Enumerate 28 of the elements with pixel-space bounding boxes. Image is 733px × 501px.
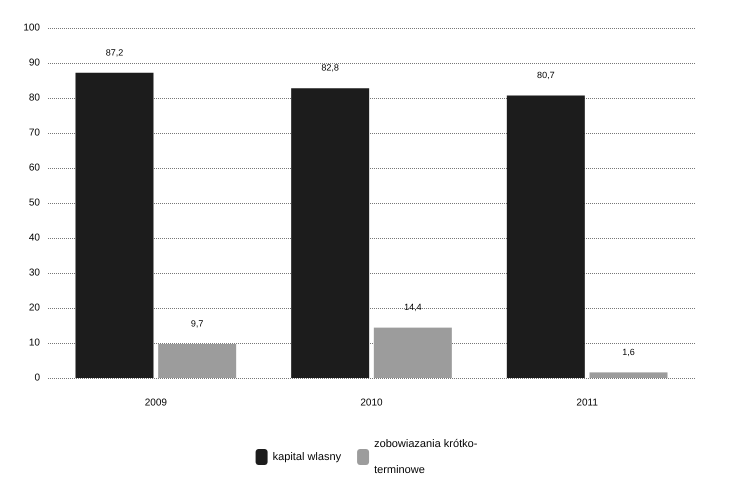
- y-tick-label: 70: [28, 128, 40, 138]
- data-label: 80,7: [537, 70, 555, 80]
- data-label: 87,2: [106, 47, 124, 58]
- bar: [291, 88, 370, 378]
- y-tick-label: 0: [34, 372, 40, 384]
- bar: [75, 72, 154, 378]
- y-tick-label: 10: [28, 338, 40, 348]
- y-tick-label: 50: [28, 198, 40, 208]
- y-tick-label: 20: [28, 302, 40, 314]
- y-tick-label: 60: [28, 162, 40, 174]
- x-tick-label: 2009: [144, 398, 168, 408]
- y-tick-label: 40: [28, 232, 40, 244]
- data-label: 1,6: [622, 346, 635, 357]
- bar: [158, 344, 236, 378]
- legend-label: kapital wlasny: [272, 451, 342, 463]
- bar: [374, 328, 452, 378]
- data-label: 9,7: [190, 318, 204, 329]
- y-tick-label: 90: [28, 58, 40, 68]
- y-tick-label: 30: [28, 268, 40, 278]
- data-label: 14,4: [404, 302, 422, 312]
- y-tick-label: 80: [28, 92, 40, 104]
- bar: [590, 372, 668, 378]
- bar: [506, 96, 585, 378]
- x-tick-label: 2011: [576, 398, 598, 408]
- x-tick-label: 2010: [360, 398, 384, 408]
- y-tick-label: 100: [23, 22, 40, 34]
- data-label: 82,8: [321, 62, 339, 73]
- text: zobowiazania krótko- terminowe: [374, 438, 478, 476]
